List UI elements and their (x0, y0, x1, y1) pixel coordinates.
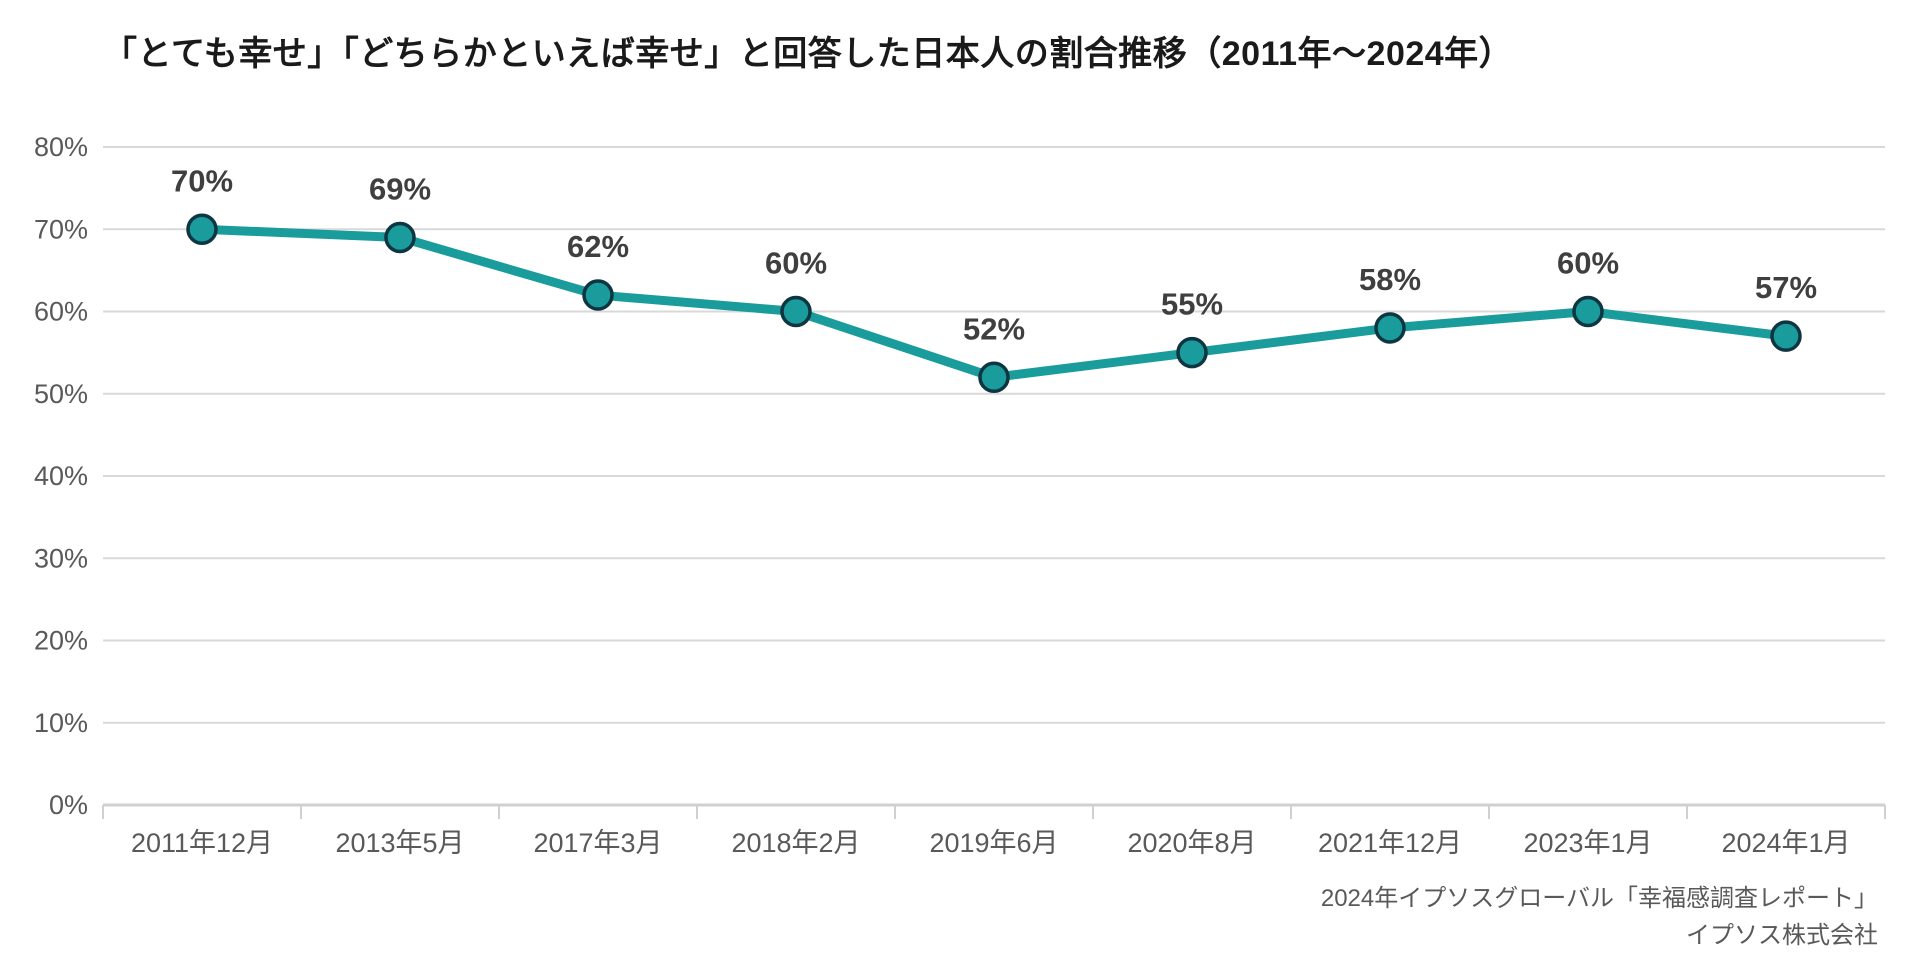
source-line-1: 2024年イプソスグローバル「幸福感調査レポート」 (1320, 885, 1878, 912)
data-point-label: 60% (765, 246, 827, 281)
x-axis-label: 2020年8月 (1127, 828, 1256, 858)
data-point-label: 57% (1755, 270, 1817, 305)
y-axis-label: 20% (34, 626, 88, 656)
data-point-label: 70% (171, 163, 233, 198)
series-line (197, 224, 1791, 382)
data-point-marker (384, 221, 416, 254)
data-point-label: 69% (369, 171, 431, 206)
data-point-marker (582, 279, 614, 311)
data-point-marker (1572, 295, 1604, 328)
y-axis-label: 60% (34, 297, 88, 327)
source-attribution: 2024年イプソスグローバル「幸福感調査レポート」 イプソス株式会社 (1321, 880, 1878, 954)
x-axis-label: 2024年1月 (1721, 828, 1850, 858)
data-point-label: 60% (1557, 246, 1619, 281)
data-point-marker (186, 213, 218, 245)
data-point-marker (1770, 320, 1802, 352)
x-axis-label: 2013年5月 (335, 828, 464, 858)
data-point-label: 62% (567, 229, 629, 264)
data-point-label: 55% (1161, 287, 1223, 322)
x-axis-label: 2011年12月 (131, 828, 273, 858)
y-axis-label: 50% (34, 379, 88, 409)
x-axis-label: 2017年3月 (533, 828, 662, 858)
data-point-marker (780, 295, 812, 328)
data-point-marker (978, 361, 1010, 394)
data-point-label: 52% (963, 311, 1025, 346)
x-axis-label: 2023年1月 (1523, 828, 1652, 858)
y-axis-label: 30% (34, 543, 88, 573)
chart-title: 「とても幸せ」「どちらかといえば幸せ」と回答した日本人の割合推移（2011年～2… (103, 35, 1514, 73)
y-axis-label: 10% (34, 708, 88, 738)
y-axis-label: 0% (49, 790, 88, 820)
data-point-marker (1374, 312, 1406, 344)
happiness-line-chart: 0% 10% 20% 30% 40% 50% 60% 70% 80% 2011年12月 2013年5… (34, 132, 1886, 858)
data-point-label: 58% (1359, 262, 1421, 297)
x-axis-label: 2021年12月 (1318, 828, 1462, 858)
x-axis-label: 2018年2月 (731, 828, 860, 858)
data-point-marker (1176, 336, 1208, 369)
y-axis-label: 70% (34, 214, 88, 244)
source-line-2: イプソス株式会社 (1686, 922, 1878, 949)
y-axis-label: 80% (34, 132, 88, 162)
y-axis-label: 40% (34, 461, 88, 491)
x-axis-label: 2019年6月 (929, 828, 1058, 858)
